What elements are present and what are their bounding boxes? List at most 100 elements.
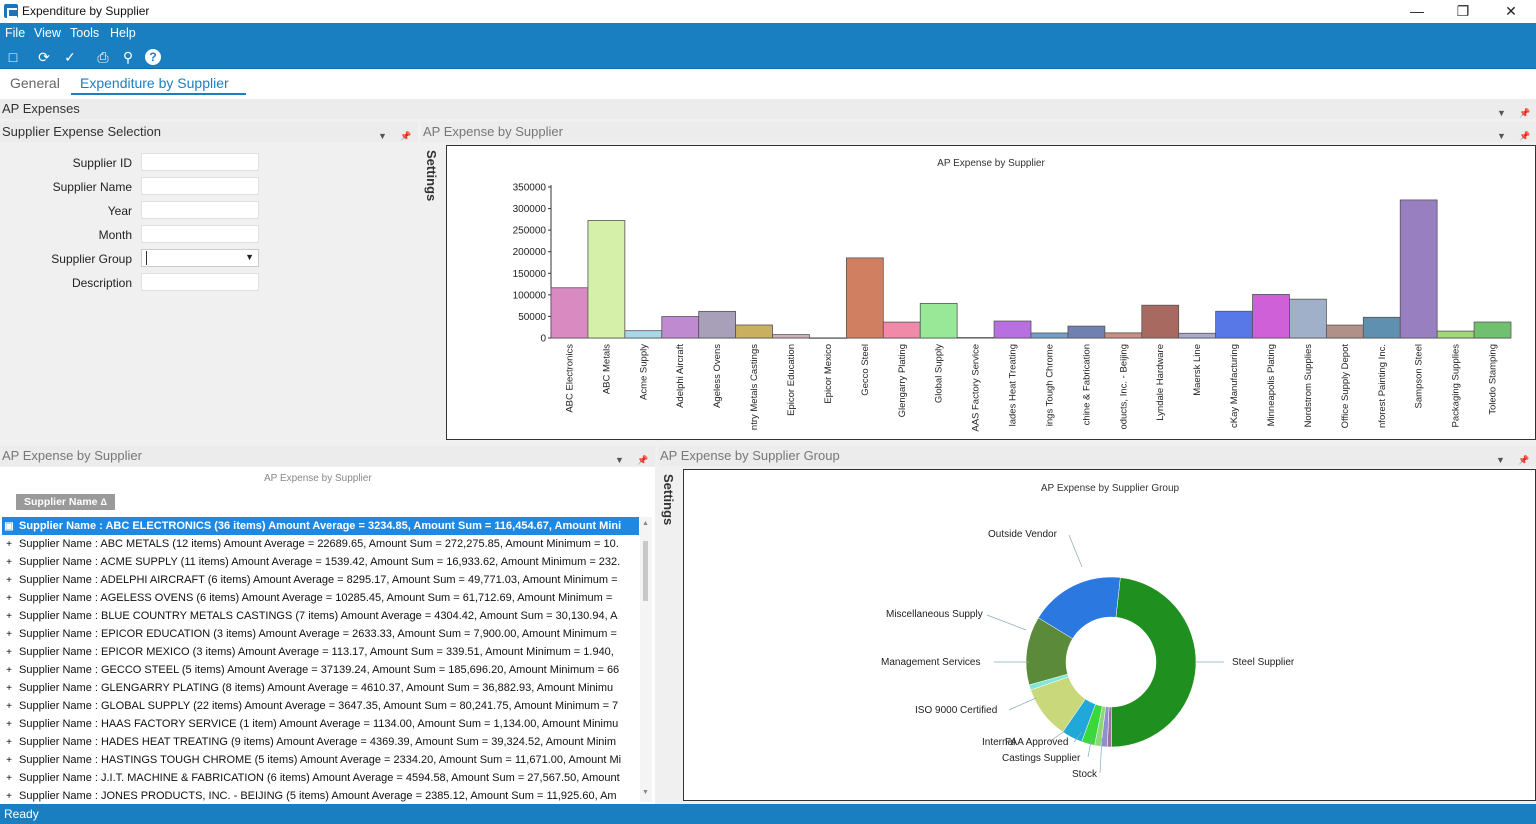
panel-dropdown-icon[interactable]: ▼ bbox=[1496, 455, 1505, 465]
menu-help[interactable]: Help bbox=[110, 26, 136, 40]
row-text: Supplier Name : J.I.T. MACHINE & FABRICA… bbox=[16, 772, 620, 784]
table-row[interactable]: + Supplier Name : JONES PRODUCTS, INC. -… bbox=[2, 787, 639, 804]
table-row[interactable]: + Supplier Name : HADES HEAT TREATING (9… bbox=[2, 733, 639, 751]
table-row[interactable]: + Supplier Name : GLOBAL SUPPLY (22 item… bbox=[2, 697, 639, 715]
table-row[interactable]: + Supplier Name : AGELESS OVENS (6 items… bbox=[2, 589, 639, 607]
x-tick-label: lades Heat Treating bbox=[1008, 344, 1019, 426]
menu-file[interactable]: File bbox=[5, 26, 26, 40]
supplier-name-input[interactable] bbox=[141, 177, 259, 195]
panel-dropdown-icon[interactable]: ▼ bbox=[378, 131, 387, 141]
pin-icon[interactable]: 📌 bbox=[400, 131, 412, 141]
expand-icon[interactable]: + bbox=[6, 611, 12, 622]
expand-icon[interactable]: + bbox=[6, 539, 12, 550]
expand-icon[interactable]: + bbox=[6, 755, 12, 766]
clear-icon[interactable]: ✓ bbox=[64, 49, 76, 65]
table-row[interactable]: + Supplier Name : GLENGARRY PLATING (8 i… bbox=[2, 679, 639, 697]
x-tick-label: Epicor Mexico bbox=[823, 344, 834, 404]
expand-icon[interactable]: + bbox=[6, 701, 12, 712]
expand-icon[interactable]: + bbox=[6, 737, 12, 748]
expand-icon[interactable]: + bbox=[6, 575, 12, 586]
refresh-icon[interactable]: ⟳ bbox=[38, 49, 50, 65]
panel-dropdown-icon[interactable]: ▼ bbox=[1497, 131, 1506, 141]
month-input[interactable] bbox=[141, 225, 259, 243]
table-row[interactable]: + Supplier Name : GECCO STEEL (5 items) … bbox=[2, 661, 639, 679]
row-text: Supplier Name : EPICOR MEXICO (3 items) … bbox=[16, 646, 614, 658]
slice-label: ISO 9000 Certified bbox=[915, 705, 997, 716]
expand-icon[interactable]: + bbox=[6, 629, 12, 640]
group-by-button[interactable]: Supplier Name Δ bbox=[16, 494, 115, 510]
bar bbox=[698, 310, 737, 339]
scrollbar-thumb[interactable] bbox=[643, 541, 648, 601]
table-row[interactable]: + Supplier Name : BLUE COUNTRY METALS CA… bbox=[2, 607, 639, 625]
bar bbox=[772, 334, 810, 339]
x-tick-label: Office Supply Depot bbox=[1340, 344, 1351, 429]
expand-icon[interactable]: + bbox=[6, 773, 12, 784]
table-row[interactable]: + Supplier Name : ACME SUPPLY (11 items)… bbox=[2, 553, 639, 571]
supplier-group-select[interactable]: ▼ bbox=[141, 249, 259, 267]
scrollbar[interactable]: ▲ ▼ bbox=[640, 517, 652, 802]
row-text: Supplier Name : HAAS FACTORY SERVICE (1 … bbox=[16, 718, 619, 730]
expand-icon[interactable]: + bbox=[6, 593, 12, 604]
app-icon bbox=[4, 4, 18, 18]
help-icon[interactable]: ? bbox=[145, 49, 161, 65]
bar bbox=[1178, 332, 1217, 339]
bar bbox=[735, 324, 773, 339]
table-row[interactable]: + Supplier Name : HAAS FACTORY SERVICE (… bbox=[2, 715, 639, 733]
table-row[interactable]: + Supplier Name : ABC METALS (12 items) … bbox=[2, 535, 639, 553]
bar bbox=[1067, 325, 1106, 339]
x-tick-label: Acme Supply bbox=[638, 344, 649, 400]
menu-view[interactable]: View bbox=[34, 26, 61, 40]
chevron-down-icon[interactable]: ▼ bbox=[245, 252, 254, 262]
leader-line bbox=[1068, 534, 1083, 568]
tab-expenditure-by-supplier[interactable]: Expenditure by Supplier bbox=[80, 75, 229, 91]
minimize-button[interactable]: — bbox=[1410, 3, 1424, 19]
pin-icon[interactable]: 📌 bbox=[1518, 455, 1530, 465]
table-row[interactable]: ▣ Supplier Name : ABC ELECTRONICS (36 it… bbox=[2, 517, 639, 535]
bar-chart-frame: AP Expense by Supplier 350000 300000 250000… bbox=[446, 145, 1536, 440]
table-row[interactable]: + Supplier Name : J.I.T. MACHINE & FABRI… bbox=[2, 769, 639, 787]
pie-panel-header: AP Expense by Supplier Group ▼ 📌 bbox=[658, 446, 1536, 466]
table-row[interactable]: + Supplier Name : EPICOR MEXICO (3 items… bbox=[2, 643, 639, 661]
print-icon[interactable]: ⎙ bbox=[97, 49, 109, 65]
x-tick-label: Minneapolis Plating bbox=[1266, 344, 1277, 426]
expand-icon[interactable]: + bbox=[6, 557, 12, 568]
x-tick-label: Lyndale Hardware bbox=[1155, 344, 1166, 421]
year-input[interactable] bbox=[141, 201, 259, 219]
collapse-icon[interactable]: ▣ bbox=[4, 521, 14, 532]
panel-dropdown-icon[interactable]: ▼ bbox=[615, 455, 624, 465]
bar bbox=[550, 287, 589, 339]
expand-icon[interactable]: + bbox=[6, 647, 12, 658]
print-preview-icon[interactable]: ⚲ bbox=[122, 49, 134, 65]
supplier-id-input[interactable] bbox=[141, 153, 259, 171]
table-row[interactable]: + Supplier Name : EPICOR EDUCATION (3 it… bbox=[2, 625, 639, 643]
table-row[interactable]: + Supplier Name : ADELPHI AIRCRAFT (6 it… bbox=[2, 571, 639, 589]
expand-icon[interactable]: + bbox=[6, 719, 12, 730]
pin-icon[interactable]: 📌 bbox=[637, 455, 649, 465]
expand-icon[interactable]: + bbox=[6, 683, 12, 694]
tab-general[interactable]: General bbox=[10, 75, 60, 91]
x-tick-label: Packaging Supplies bbox=[1451, 344, 1462, 428]
pin-icon[interactable]: 📌 bbox=[1519, 108, 1531, 118]
slice-label: FAA Approved bbox=[1005, 737, 1068, 748]
expand-icon[interactable]: + bbox=[6, 665, 12, 676]
scroll-up-icon[interactable]: ▲ bbox=[642, 520, 649, 527]
scroll-down-icon[interactable]: ▼ bbox=[642, 789, 649, 796]
restore-button[interactable]: ❐ bbox=[1456, 3, 1470, 19]
x-tick-label: Ageless Ovens bbox=[712, 344, 723, 408]
leader-line bbox=[1073, 731, 1083, 743]
close-button[interactable]: ✕ bbox=[1505, 3, 1517, 19]
sort-icon: Δ bbox=[100, 497, 107, 507]
panel-dropdown-icon[interactable]: ▼ bbox=[1497, 108, 1506, 118]
bar bbox=[1104, 332, 1143, 339]
ap-expenses-header: AP Expenses ▼ 📌 bbox=[0, 99, 1536, 119]
bar-settings-tab[interactable]: Settings bbox=[424, 150, 439, 202]
pie-settings-tab[interactable]: Settings bbox=[661, 474, 676, 526]
month-label: Month bbox=[98, 228, 132, 242]
menu-bar: File View Tools Help bbox=[0, 23, 1536, 45]
expand-icon[interactable]: + bbox=[6, 791, 12, 802]
menu-tools[interactable]: Tools bbox=[70, 26, 100, 40]
new-icon[interactable]: □ bbox=[8, 49, 18, 65]
table-row[interactable]: + Supplier Name : HASTINGS TOUGH CHROME … bbox=[2, 751, 639, 769]
pin-icon[interactable]: 📌 bbox=[1519, 131, 1531, 141]
description-input[interactable] bbox=[141, 273, 259, 291]
